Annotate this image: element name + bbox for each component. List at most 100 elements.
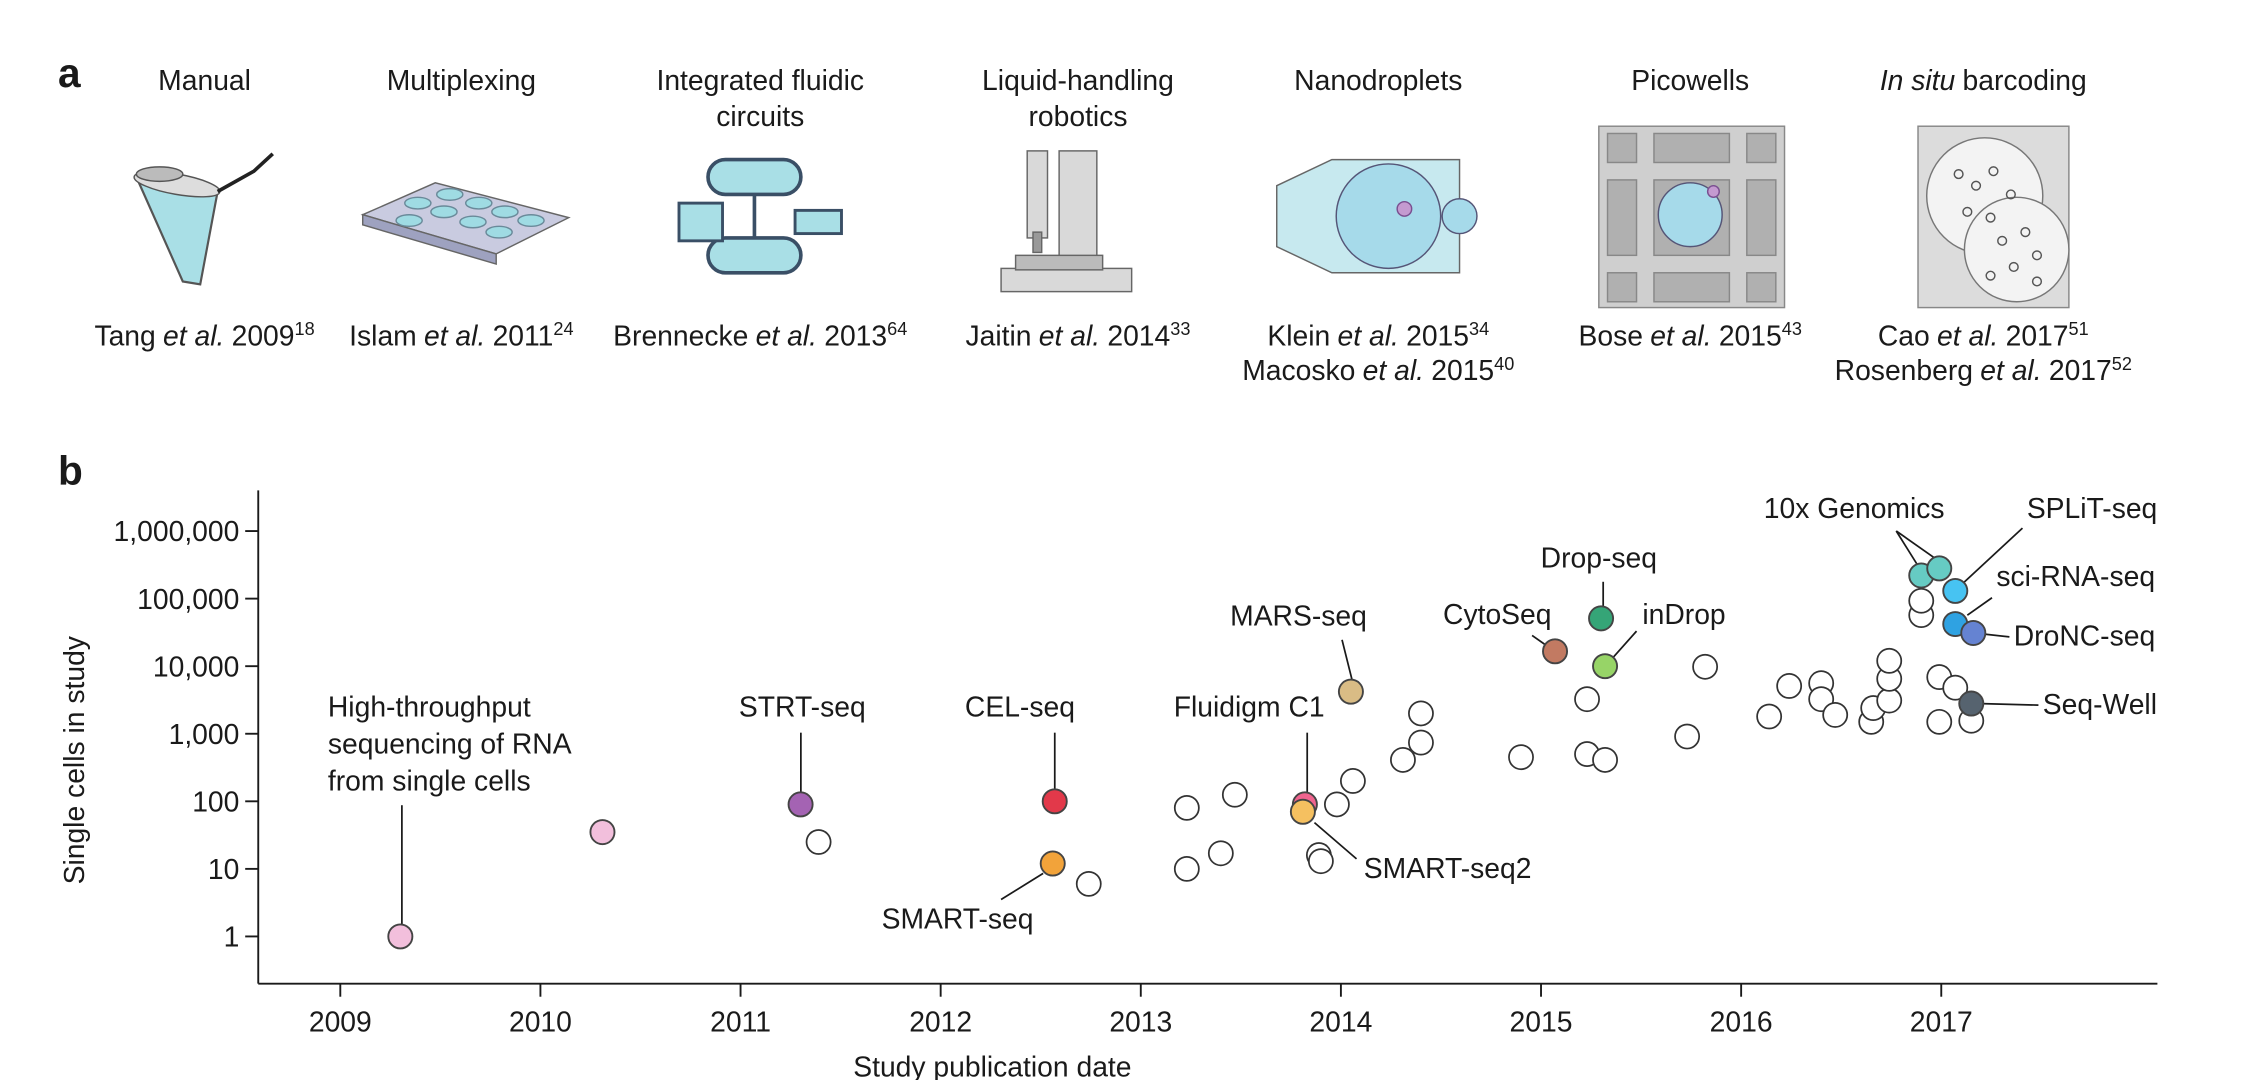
point xyxy=(1822,702,1849,728)
leader-line xyxy=(1313,821,1358,860)
method-title: circuits xyxy=(716,100,804,132)
method-title: barcoding xyxy=(1963,64,2087,96)
point xyxy=(1542,638,1569,665)
point xyxy=(1508,744,1534,771)
point xyxy=(1574,686,1600,713)
point xyxy=(1776,673,1803,699)
point-label: Seq-Well xyxy=(2043,688,2157,720)
citation-ref: 51 xyxy=(2069,319,2089,339)
point xyxy=(1756,703,1783,730)
point xyxy=(1592,653,1619,680)
picowell-icon xyxy=(1598,125,1786,309)
leader-line xyxy=(1895,530,1936,560)
citation-year: 2015 xyxy=(1431,354,1494,386)
point-label: CytoSeq xyxy=(1443,598,1551,630)
droplet-channel-icon xyxy=(1276,158,1478,274)
point xyxy=(1942,674,1969,701)
citation-ref: 24 xyxy=(553,319,573,339)
point xyxy=(787,791,814,818)
citation-etal: et al. xyxy=(163,319,224,351)
citation: Brennecke et al. 201364 xyxy=(613,319,907,351)
point xyxy=(1039,850,1066,877)
citation: Islam et al. 201124 xyxy=(349,319,573,351)
y-tick-label: 100 xyxy=(192,785,239,817)
citation-author: Bose xyxy=(1579,319,1643,351)
point xyxy=(1408,729,1434,756)
y-tick-label: 1,000,000 xyxy=(114,515,240,547)
citation-ref: 18 xyxy=(295,319,315,339)
point xyxy=(1876,647,1903,674)
citation-author: Jaitin xyxy=(965,319,1031,351)
plate-icon xyxy=(360,182,571,266)
point xyxy=(1390,746,1416,773)
point xyxy=(1323,791,1350,818)
leader-line xyxy=(1341,639,1354,681)
x-tick-label: 2015 xyxy=(1510,1006,1573,1038)
citation: Jaitin et al. 201433 xyxy=(965,319,1190,351)
point xyxy=(1588,605,1615,632)
citation-year: 2017 xyxy=(2049,354,2112,386)
point xyxy=(1692,653,1719,680)
panel-label: a xyxy=(58,50,81,96)
point xyxy=(1960,620,1987,646)
point xyxy=(1307,848,1334,875)
point xyxy=(1041,788,1068,815)
citation-etal: et al. xyxy=(1338,319,1399,351)
citation-ref: 33 xyxy=(1170,319,1190,339)
citation-ref: 43 xyxy=(1782,319,1802,339)
citation-author: Islam xyxy=(349,319,417,351)
citation-year: 2014 xyxy=(1107,319,1170,351)
leader-line xyxy=(1612,630,1638,658)
point xyxy=(1958,690,1985,717)
x-tick-label: 2014 xyxy=(1309,1006,1372,1038)
point-label: Fluidigm C1 xyxy=(1174,691,1325,723)
point xyxy=(1908,587,1935,614)
citation-author: Klein xyxy=(1267,319,1330,351)
point-label: SPLiT-seq xyxy=(2027,492,2157,524)
point xyxy=(1592,746,1618,773)
point xyxy=(1173,855,1200,882)
leader-line xyxy=(1983,633,2010,638)
point-label: STRT-seq xyxy=(739,691,866,723)
citation-ref: 34 xyxy=(1469,319,1489,339)
point xyxy=(1339,768,1366,794)
y-tick-label: 10 xyxy=(208,853,239,885)
citation-etal: et al. xyxy=(424,319,485,351)
x-axis-label: Study publication date xyxy=(853,1051,1131,1080)
citation-author: Tang xyxy=(94,319,155,351)
citation-year: 2013 xyxy=(824,319,887,351)
point-label: SMART-seq2 xyxy=(1364,852,1532,884)
ifc-icon xyxy=(677,157,843,275)
citation-year: 2015 xyxy=(1719,319,1782,351)
citation-etal: et al. xyxy=(1980,354,2041,386)
citation-ref: 40 xyxy=(1494,354,1514,374)
leader-line xyxy=(1000,872,1044,901)
leader-line xyxy=(1962,527,2024,584)
point-label: inDrop xyxy=(1642,598,1725,630)
y-tick-label: 1,000 xyxy=(169,718,240,750)
method-title-italic: In situ xyxy=(1880,64,1956,96)
citation-ref: 52 xyxy=(2112,354,2132,374)
point xyxy=(1408,700,1434,727)
point xyxy=(805,829,832,855)
y-axis-label: Single cells in study xyxy=(58,635,90,884)
method-title: In situ barcoding xyxy=(1880,64,2087,96)
x-tick-label: 2009 xyxy=(309,1006,372,1038)
citation-ref: 64 xyxy=(887,319,907,339)
citation: Macosko et al. 201540 xyxy=(1242,354,1514,386)
y-tick-label: 10,000 xyxy=(153,650,240,682)
citation-etal: et al. xyxy=(1363,354,1424,386)
point xyxy=(1942,577,1969,604)
citation-etal: et al. xyxy=(1039,319,1100,351)
citation-etal: et al. xyxy=(756,319,817,351)
y-tick-label: 1 xyxy=(224,921,240,953)
point-label: CEL-seq xyxy=(965,691,1075,723)
tube-icon xyxy=(133,152,274,286)
barcoding-icon xyxy=(1917,125,2070,309)
point-label: High-throughput xyxy=(328,691,531,723)
method-title: Integrated fluidic xyxy=(656,64,864,96)
point xyxy=(387,923,414,950)
method-title: Manual xyxy=(158,64,251,96)
x-tick-label: 2011 xyxy=(710,1006,771,1038)
x-tick-label: 2013 xyxy=(1109,1006,1172,1038)
